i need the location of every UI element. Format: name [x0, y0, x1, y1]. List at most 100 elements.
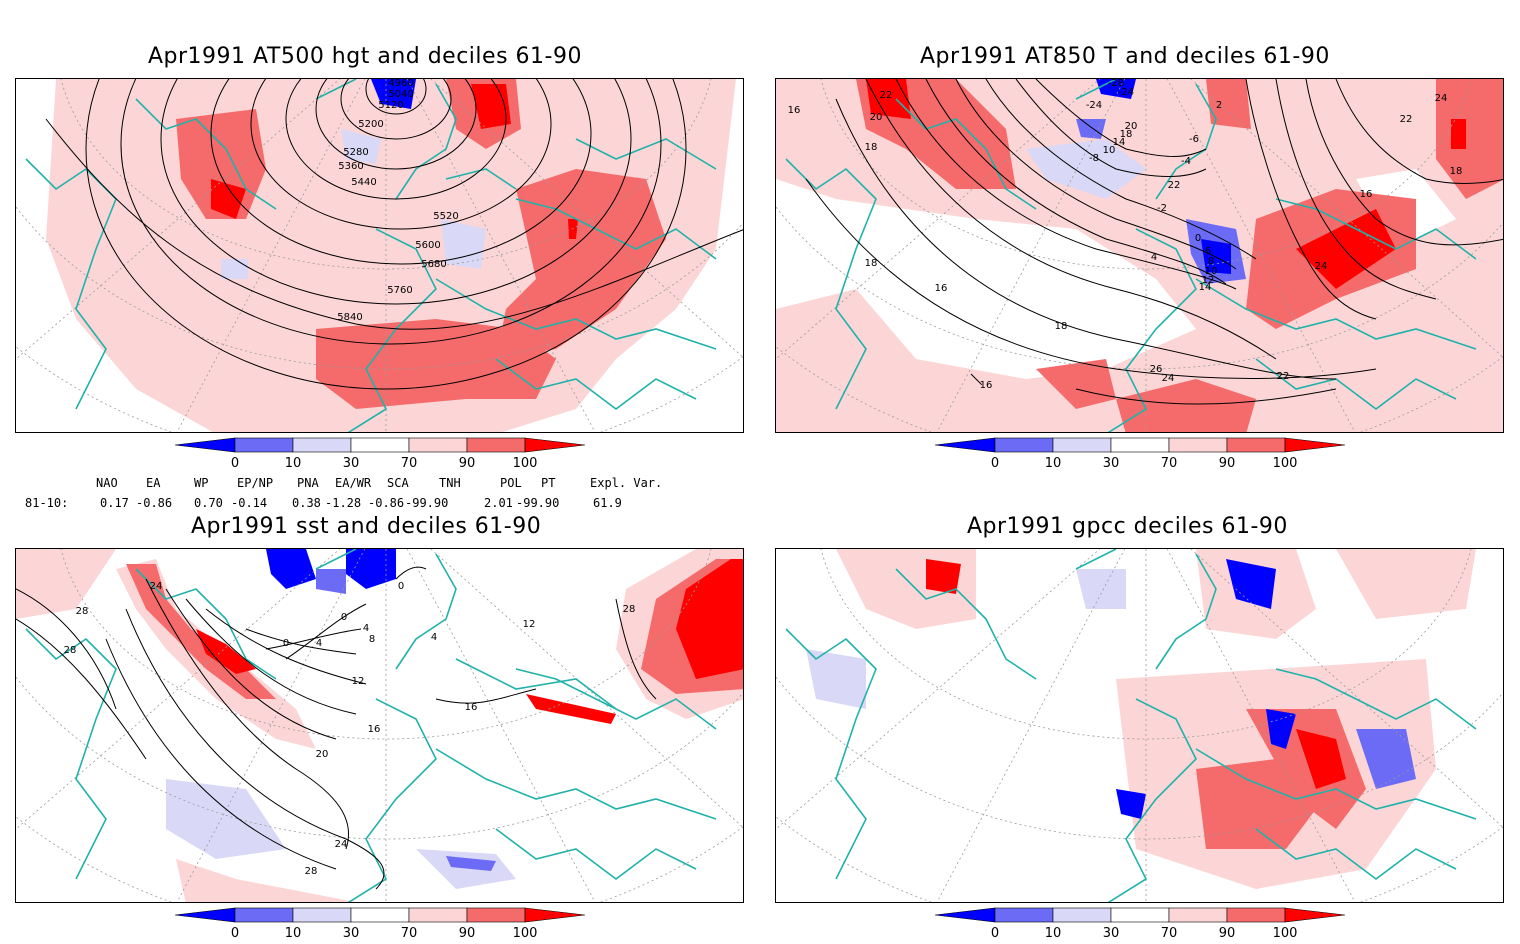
colorbar-arrow-low	[174, 907, 236, 923]
shade-deep-red	[1296, 729, 1346, 789]
contour-label: 14	[1199, 282, 1212, 293]
colorbar-segment	[1052, 907, 1112, 923]
map-panel-t850: 22 20 18 16 18 16 16 18 -24 -28 -24 2 24…	[775, 78, 1504, 433]
contour-label: 0	[341, 612, 347, 623]
shade-blue	[1076, 119, 1106, 139]
colorbar-arrow-low	[934, 907, 996, 923]
indices-table: NAO EA WP EP/NP PNA EA/WR SCA TNH POL PT…	[20, 474, 680, 514]
shade-deep-blue	[371, 79, 416, 109]
colorbar-segment	[408, 907, 468, 923]
index-header: TNH	[439, 476, 461, 490]
contour-label: -28	[1108, 79, 1124, 89]
contour-label: 16	[935, 283, 948, 294]
contour-label: -24	[1118, 87, 1134, 98]
index-header: WP	[194, 476, 209, 490]
contour-label: 28	[623, 604, 636, 615]
contour-label: 20	[316, 749, 329, 760]
index-header: Expl. Var.	[590, 476, 663, 490]
colorbar-segment	[466, 907, 526, 923]
contour-label: 24	[1315, 261, 1328, 272]
contour-label: 28	[64, 645, 77, 656]
index-value: -0.86	[368, 496, 405, 510]
contour-label: 2	[1216, 100, 1222, 111]
contour-label: 18	[865, 142, 878, 153]
contour-label: 0	[398, 581, 404, 592]
contour-label: 22	[1400, 114, 1413, 125]
colorbar-t850: 0 10 30 70 90 100	[934, 437, 1346, 474]
colorbar-segment	[408, 437, 468, 453]
shade-white	[16, 239, 213, 432]
colorbar-arrow-high	[524, 437, 586, 453]
shade-red	[1036, 359, 1116, 409]
contour-label: 16	[980, 380, 993, 391]
colorbar-segment	[1110, 907, 1170, 923]
index-header: POL	[500, 476, 522, 490]
contour-label: 24	[1162, 373, 1175, 384]
contour-label: 24	[1435, 93, 1448, 104]
colorbar-tick-label: 90	[459, 926, 476, 941]
shade-deep-red	[676, 559, 743, 679]
contour-label: 14	[1113, 137, 1126, 148]
contour-label: 5840	[337, 312, 362, 323]
contour-label: 4960	[388, 79, 413, 89]
index-value: 0.38	[292, 496, 321, 510]
contour-label: 12	[1202, 275, 1215, 286]
colorbar-segment	[994, 437, 1054, 453]
colorbar-segment	[350, 437, 410, 453]
shade-blue	[446, 856, 496, 871]
contour-label: -8	[1089, 153, 1099, 164]
index-value: -99.90	[405, 496, 449, 510]
map-panel-gpcc	[775, 548, 1504, 903]
contour-label: 4	[431, 632, 437, 643]
colorbar-tick-label: 10	[1045, 926, 1062, 941]
contour-label: 28	[76, 606, 89, 617]
colorbar-segment	[1168, 907, 1228, 923]
colorbar-tick-label: 0	[991, 926, 999, 941]
shade-red	[1196, 759, 1316, 849]
map-panel-hgt500: 4960 5040 5120 5200 5280 5360 5440 5520 …	[15, 78, 744, 433]
contour-label: -6	[1189, 134, 1199, 145]
colorbar-tick-label: 90	[1219, 926, 1236, 941]
contour-label: 5040	[388, 89, 413, 100]
colorbar-arrow-high	[524, 907, 586, 923]
index-value: 2.01	[484, 496, 513, 510]
contour-label: 12	[523, 619, 536, 630]
contour-label: 12	[352, 676, 365, 687]
contour-label: 5600	[415, 240, 440, 251]
colorbar-segment	[234, 437, 294, 453]
panel-title-hgt500: Apr1991 AT500 hgt and deciles 61-90	[148, 44, 582, 69]
colorbar-gpcc: 0 10 30 70 90 100	[934, 907, 1346, 944]
colorbar-tick-label: 70	[1161, 926, 1178, 941]
index-header: EP/NP	[237, 476, 274, 490]
contour-label: 22	[1277, 371, 1290, 382]
contour-label: 28	[305, 866, 318, 877]
contour-label: 18	[1055, 321, 1068, 332]
colorbar-segment	[1226, 907, 1286, 923]
shade-light-red	[176, 859, 356, 902]
shade-light-blue	[416, 849, 516, 889]
colorbar-tick-label: 70	[401, 926, 418, 941]
contour-label: 20	[1125, 121, 1138, 132]
index-value: 0.17	[100, 496, 129, 510]
colorbar-tick-label: 100	[1273, 456, 1298, 471]
index-value: 0.70	[194, 496, 223, 510]
contour-label: -2	[1157, 203, 1167, 214]
contour-label: 16	[465, 702, 478, 713]
contour-label: 5760	[387, 285, 412, 296]
shade-red	[1436, 79, 1503, 199]
contour-label: 20	[870, 112, 883, 123]
contour-label: 0	[283, 638, 289, 649]
shade-deep-blue	[266, 549, 316, 589]
map-hgt500-svg: 4960 5040 5120 5200 5280 5360 5440 5520 …	[16, 79, 743, 432]
colorbar-segment	[292, 907, 352, 923]
contour-label: 18	[1450, 166, 1463, 177]
shade-blue	[1356, 729, 1416, 789]
colorbar-sst: 0 10 30 70 90 100	[174, 907, 586, 944]
map-sst-svg: 24 28 28 0 0 4 4 8 0 4 12 16 16 20 24 28…	[16, 549, 743, 902]
colorbar-tick-label: 100	[513, 456, 538, 471]
contour-label: -24	[1086, 100, 1102, 111]
shade-deep-red	[211, 179, 246, 219]
shade-deep-blue	[1201, 239, 1231, 274]
shade-red	[316, 319, 556, 409]
index-value: -99.90	[516, 496, 560, 510]
